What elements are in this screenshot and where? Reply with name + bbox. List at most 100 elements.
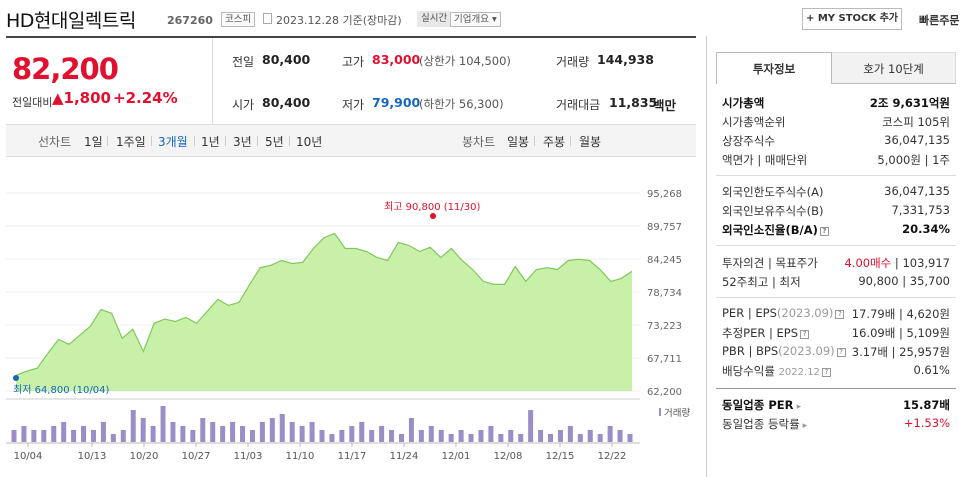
- period-5y[interactable]: 5년: [265, 135, 284, 149]
- volume-bar: [448, 434, 454, 442]
- volume-bar: [309, 422, 315, 442]
- row-pbr: PBR | BPS(2023.09)? 3.17배 | 25,957원: [722, 344, 950, 364]
- volume-bar: [597, 434, 603, 442]
- y-tick-label: 73,223: [647, 321, 682, 332]
- row-value: 20.34%: [902, 222, 950, 236]
- volume-bar: [408, 418, 414, 442]
- tab-investment-info[interactable]: 투자정보: [716, 52, 832, 84]
- row-sector-rate[interactable]: 동일업종 등락률 ▸ +1.53%: [722, 416, 950, 436]
- volume-bar: [478, 430, 484, 442]
- quote-date: 2023.12.28 기준(장마감): [276, 14, 402, 27]
- y-tick-label: 84,245: [647, 255, 682, 266]
- volume-bar: [538, 430, 544, 442]
- mystock-add-button[interactable]: + MY STOCK 추가: [802, 8, 902, 30]
- row-value: 17.79배 | 4,620원: [851, 307, 950, 321]
- x-tick-label: 10/13: [78, 451, 107, 462]
- help-icon[interactable]: ?: [835, 310, 845, 319]
- divider: [212, 38, 213, 124]
- volume-bar: [567, 426, 573, 442]
- row-par-value: 액면가 | 매매단위 5,000원 | 1주: [722, 152, 950, 172]
- change-label: 전일대비: [12, 96, 53, 109]
- help-icon[interactable]: ?: [821, 368, 831, 377]
- current-price: 82,200: [12, 52, 119, 86]
- divider: [6, 36, 696, 38]
- volume-bar: [577, 434, 583, 442]
- low-value: 79,900: [372, 95, 421, 110]
- volume-bar: [279, 414, 285, 442]
- volume-bar: [458, 430, 464, 442]
- volume-bar: [359, 422, 365, 442]
- row-label: 배당수익률 2022.12?: [722, 363, 831, 379]
- row-label: 외국인보유주식수(B): [722, 204, 824, 218]
- volume-bar: [61, 422, 67, 442]
- volume-label: 거래량: [556, 55, 590, 69]
- period-1y[interactable]: 1년: [201, 135, 220, 149]
- separator: [225, 136, 226, 146]
- help-icon[interactable]: ?: [819, 227, 829, 236]
- volume-bar: [488, 426, 494, 442]
- tab-orderbook[interactable]: 호가 10단계: [832, 52, 956, 84]
- open-label: 시가: [232, 98, 255, 112]
- period-10y[interactable]: 10년: [296, 135, 323, 149]
- volume-bar: [289, 422, 295, 442]
- lower-limit: (하한가 56,300): [419, 97, 504, 111]
- y-tick-label: 67,711: [647, 354, 682, 365]
- row-label: 상장주식수: [722, 134, 775, 148]
- row-label: 동일업종 등락률 ▸: [722, 417, 808, 431]
- row-value: 코스피 105위: [882, 115, 950, 129]
- candle-weekly[interactable]: 주봉: [543, 135, 566, 149]
- x-tick-label: 10/04: [14, 451, 43, 462]
- volume-bar: [31, 430, 37, 442]
- quick-order-link[interactable]: 빠른주문: [919, 14, 960, 27]
- x-tick-label: 11/10: [286, 451, 315, 462]
- volume-bar: [150, 426, 156, 442]
- period-3m[interactable]: 3개월: [158, 135, 188, 149]
- x-tick-label: 11/17: [338, 451, 367, 462]
- volume-bar: [200, 418, 206, 442]
- row-sector-per[interactable]: 동일업종 PER ▸ 15.87배: [722, 397, 950, 417]
- volume-bar: [617, 430, 623, 442]
- row-value: 0.61%: [913, 363, 950, 377]
- open-value: 80,400: [262, 95, 311, 110]
- row-foreign-ratio: 외국인소진율(B/A)? 20.34%: [722, 222, 950, 242]
- company-info-dropdown[interactable]: 기업개요 ▾: [450, 12, 501, 27]
- volume-bar: [81, 426, 87, 442]
- price-chart[interactable]: 95,268 89,757 84,245 78,734 73,223 67,711 62,2…: [0, 170, 700, 477]
- period-3y[interactable]: 3년: [233, 135, 252, 149]
- prev-close-value: 80,400: [262, 52, 311, 67]
- help-icon[interactable]: ?: [800, 330, 810, 339]
- volume-bar: [379, 426, 385, 442]
- volume-bar: [587, 430, 593, 442]
- change-percent: +2.24%: [113, 89, 178, 107]
- separator: [570, 136, 571, 146]
- volume-bar: [130, 410, 136, 442]
- row-label: 투자의견 | 목표주가: [722, 256, 818, 270]
- row-est-per: 추정PER | EPS? 16.09배 | 5,109원: [722, 325, 950, 345]
- separator: [194, 136, 195, 146]
- price-line: [15, 232, 633, 376]
- candle-monthly[interactable]: 월봉: [579, 135, 602, 149]
- volume-bar: [160, 406, 166, 442]
- row-listed-shares: 상장주식수 36,047,135: [722, 133, 950, 153]
- volume-legend: 거래량: [664, 407, 690, 419]
- x-tick-label: 12/01: [442, 451, 471, 462]
- opinion-value: 4.00매수: [844, 256, 892, 270]
- row-value: +1.53%: [903, 416, 950, 430]
- volume-bar: [170, 422, 176, 442]
- row-label: PER | EPS(2023.09)?: [722, 306, 845, 320]
- chevron-down-icon: ▾: [488, 14, 497, 25]
- amount-value: 11,835: [609, 95, 658, 110]
- volume-bar: [110, 434, 116, 442]
- volume-bar: [398, 434, 404, 442]
- candle-daily[interactable]: 일봉: [507, 135, 530, 149]
- period-1d[interactable]: 1일: [84, 135, 103, 149]
- realtime-button[interactable]: 실시간: [417, 11, 452, 27]
- row-label: 추정PER | EPS?: [722, 325, 810, 341]
- help-icon[interactable]: ?: [836, 348, 846, 357]
- y-tick-label: 62,200: [647, 387, 682, 398]
- period-1w[interactable]: 1주일: [116, 135, 146, 149]
- volume-bar: [557, 430, 563, 442]
- volume-bar: [329, 434, 335, 442]
- amount-unit: 백만: [653, 98, 677, 113]
- x-tick-label: 12/08: [494, 451, 523, 462]
